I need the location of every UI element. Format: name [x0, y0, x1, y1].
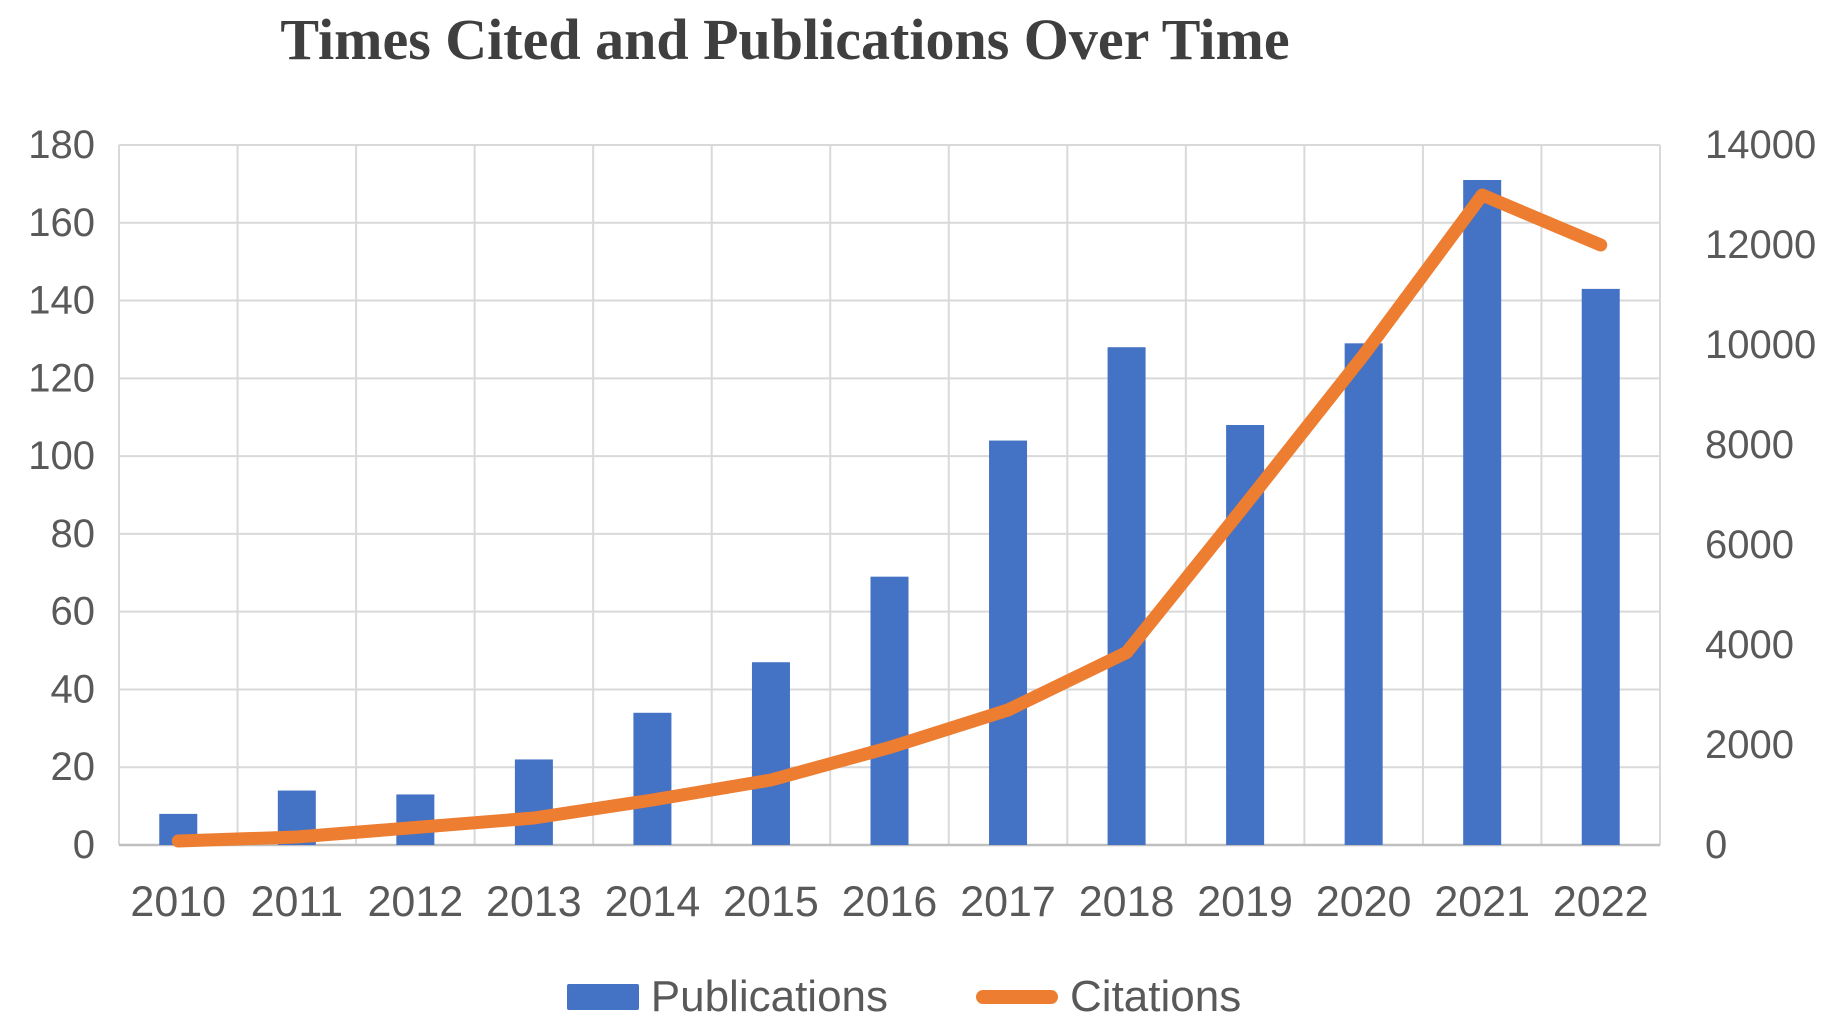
right-axis-tick-label: 0 [1705, 823, 1727, 867]
x-axis-tick-label: 2011 [251, 878, 343, 926]
bar-2016 [870, 576, 909, 845]
left-axis-tick-label: 120 [28, 356, 95, 400]
right-axis-tick-label: 14000 [1705, 123, 1816, 167]
bar-2012 [396, 794, 435, 845]
right-axis-tick-label: 4000 [1705, 623, 1794, 667]
x-axis-tick-label: 2019 [1197, 878, 1293, 926]
left-axis-tick-label: 60 [51, 590, 96, 634]
x-axis-tick-label: 2015 [723, 878, 819, 926]
legend-item-citations: Citations [976, 972, 1241, 1022]
left-axis-tick-label: 80 [51, 512, 96, 556]
citations-swatch-icon [976, 990, 1059, 1004]
chart-title: Times Cited and Publications Over Time [280, 7, 1290, 72]
chart-legend: Publications Citations [0, 972, 1808, 1022]
legend-item-publications: Publications [566, 972, 889, 1022]
bar-2018 [1107, 347, 1146, 845]
left-axis-tick-label: 100 [28, 434, 95, 478]
x-axis-tick-label: 2021 [1434, 878, 1530, 926]
bar-2017 [989, 440, 1028, 845]
right-axis-tick-label: 8000 [1705, 423, 1794, 467]
left-axis-tick-label: 20 [51, 745, 96, 789]
left-axis-tick-label: 0 [73, 823, 95, 867]
x-axis-tick-label: 2013 [486, 878, 582, 926]
legend-publications-label: Publications [650, 972, 889, 1021]
citations-line [171, 188, 1608, 848]
right-axis-tick-label: 6000 [1705, 523, 1794, 567]
right-axis-tick-label: 2000 [1705, 723, 1794, 767]
left-axis-tick-label: 160 [28, 201, 95, 245]
publications-swatch-icon [566, 984, 639, 1010]
x-axis-tick-label: 2018 [1079, 878, 1175, 926]
bar-2013 [514, 759, 553, 845]
x-axis-tick-label: 2012 [368, 878, 464, 926]
x-axis-tick-label: 2010 [130, 878, 226, 926]
x-axis-tick-label: 2014 [605, 878, 701, 926]
x-axis-tick-label: 2017 [960, 878, 1056, 926]
left-axis-tick-label: 180 [28, 123, 95, 167]
right-axis-tick-label: 10000 [1705, 323, 1816, 367]
right-axis-tick-label: 12000 [1705, 223, 1816, 267]
bar-2014 [633, 712, 672, 845]
x-axis-tick-label: 2016 [842, 878, 938, 926]
left-axis-tick-label: 140 [28, 279, 95, 323]
bar-2021 [1463, 180, 1502, 845]
x-axis-tick-label: 2020 [1316, 878, 1412, 926]
x-axis-tick-label: 2022 [1553, 878, 1649, 926]
left-axis-tick-label: 40 [51, 667, 96, 711]
bar-2015 [751, 662, 790, 845]
bar-2020 [1344, 343, 1383, 845]
legend-citations-label: Citations [1070, 972, 1242, 1021]
bar-2022 [1581, 288, 1620, 845]
